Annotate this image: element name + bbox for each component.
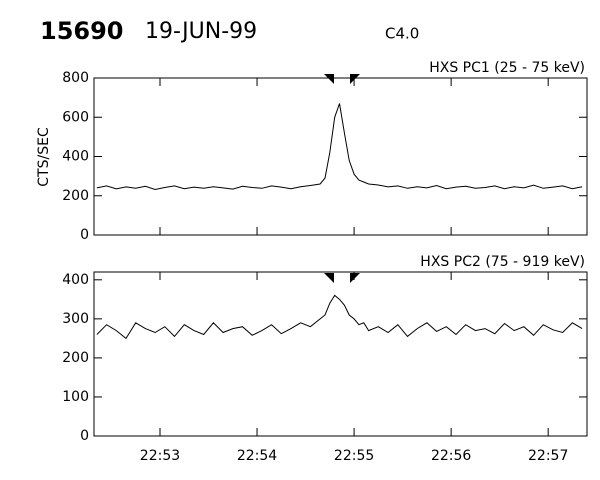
x-tick-label: 22:53	[140, 448, 180, 464]
flag	[324, 74, 334, 84]
y-tick-label: 200	[62, 188, 89, 204]
data-line	[96, 294, 583, 340]
x-tick-label: 22:56	[431, 448, 471, 464]
date: 19-JUN-99	[145, 19, 257, 44]
y-tick-label: 400	[62, 149, 89, 165]
y-tick-label: 100	[62, 389, 89, 405]
plot-frame	[93, 77, 588, 236]
y-tick-label: 800	[62, 70, 89, 86]
x-tick-label: 22:54	[237, 448, 277, 464]
y-axis-label: CTS/SEC	[36, 127, 52, 187]
x-tick-label: 22:55	[334, 448, 374, 464]
y-tick-label: 0	[80, 428, 89, 444]
data-line	[96, 103, 583, 191]
y-tick-label: 300	[62, 311, 89, 327]
panel-title: HXS PC1 (25 - 75 keV)	[429, 60, 585, 76]
y-tick-label: 0	[80, 227, 89, 243]
panel-title: HXS PC2 (75 - 919 keV)	[420, 254, 585, 270]
event-id: 15690	[40, 17, 124, 45]
y-tick-label: 400	[62, 272, 89, 288]
plot-frame	[93, 271, 588, 437]
x-tick-label: 22:57	[528, 448, 568, 464]
flag	[324, 273, 334, 283]
y-tick-label: 600	[62, 109, 89, 125]
y-tick-label: 200	[62, 350, 89, 366]
flare-class: C4.0	[385, 25, 419, 43]
flag	[350, 273, 360, 283]
flag	[350, 74, 360, 84]
